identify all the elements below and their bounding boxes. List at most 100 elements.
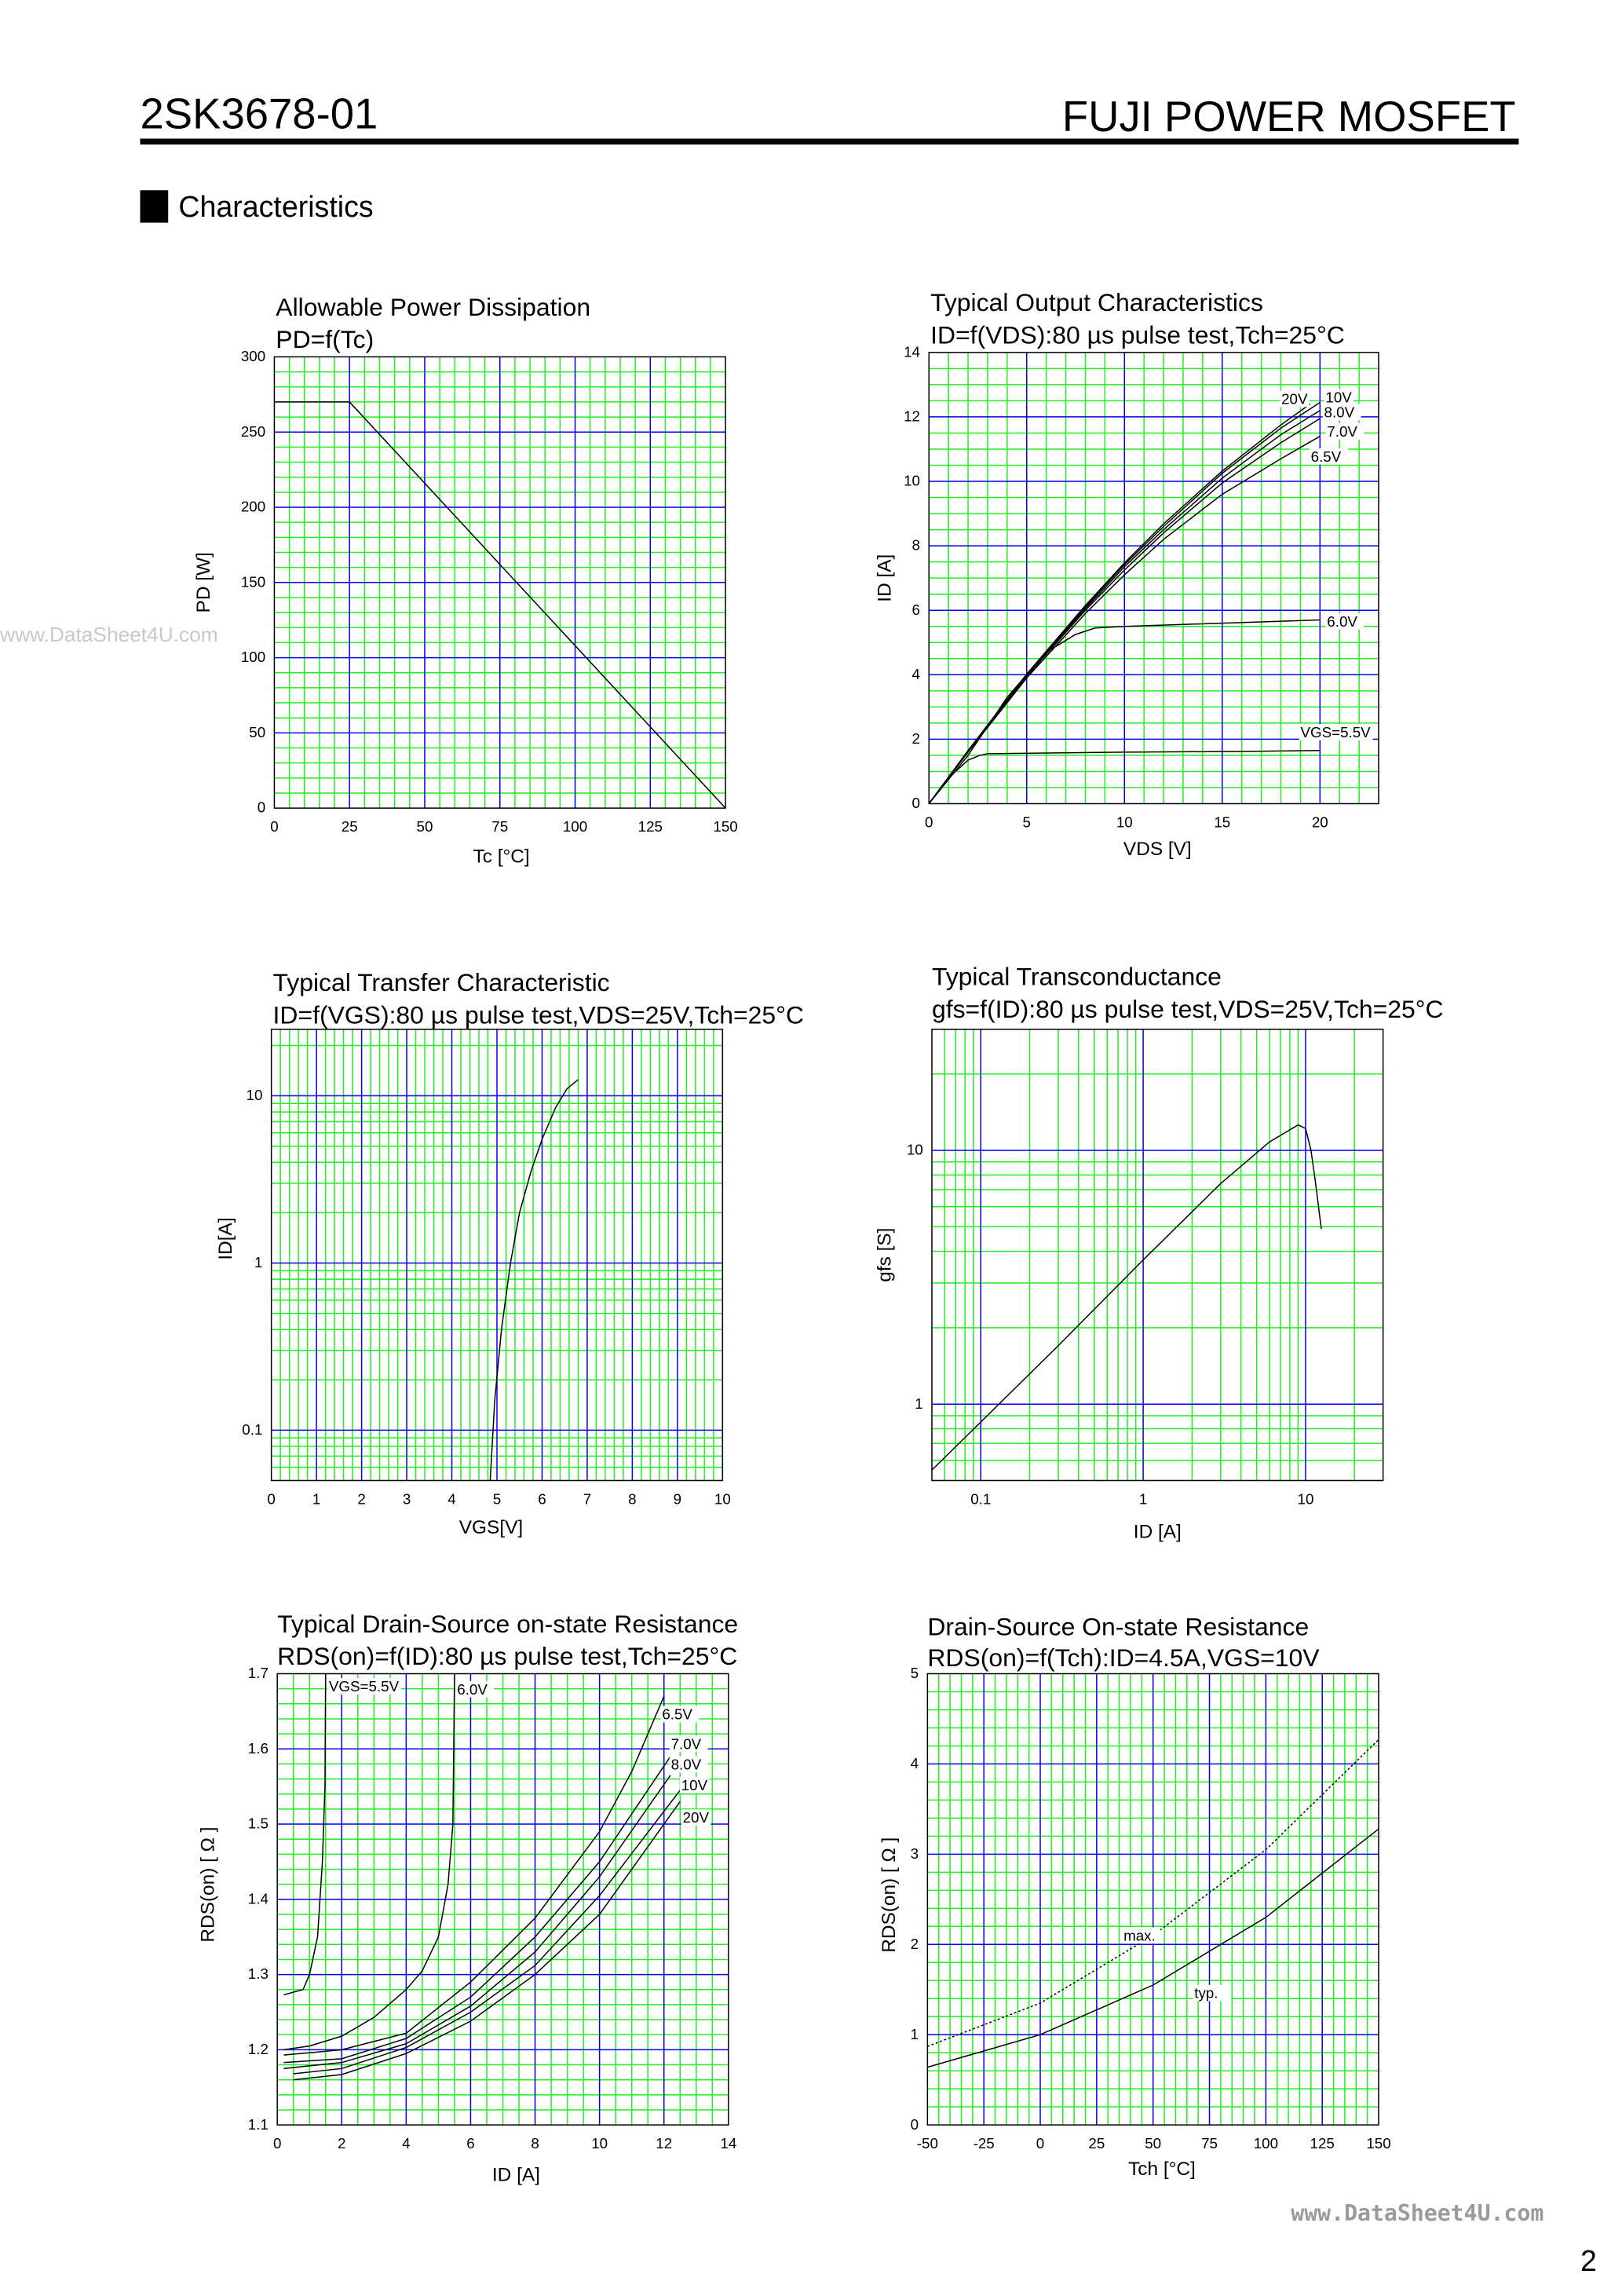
series-curve [283,1775,671,2070]
series-label-bg [1325,613,1364,630]
y-tick-label: 1.1 [248,2116,269,2133]
x-tick-label: 50 [1145,2135,1161,2152]
y-tick-label: 1.2 [248,2041,269,2057]
x-tick-label: 150 [1366,2135,1390,2152]
y-tick-label: 200 [241,499,265,515]
series-label-bg [1325,422,1364,440]
series-label-bg [1322,404,1361,421]
y-tick-label: 3 [911,1845,919,1862]
y-tick-label: 1.4 [248,1890,269,1907]
chart-subtitle: RDS(on)=f(Tch):ID=4.5A,VGS=10V [927,1643,1320,1672]
y-tick-label: 4 [912,666,920,682]
chart-subtitle: PD=f(Tc) [276,325,374,353]
series-curve [274,401,726,809]
x-axis-label: Tch [°C] [1128,2159,1196,2180]
y-tick-label: 1 [915,1395,922,1412]
series-curve [283,1673,455,2051]
x-tick-label: 5 [1023,814,1031,831]
x-axis-label: VGS[V] [459,1517,523,1538]
x-axis-label: VDS [V] [1123,839,1192,860]
x-tick-label: 20 [1312,814,1328,831]
series-label-bg [1280,390,1310,408]
series-label: 6.5V [1311,448,1342,465]
y-tick-label: 2 [912,730,920,747]
y-tick-label: 14 [904,343,920,360]
chart-title: Allowable Power Dissipation [276,293,590,321]
x-tick-label: 15 [1214,814,1230,831]
x-tick-label: 4 [448,1491,455,1508]
x-tick-label: 9 [674,1491,681,1508]
x-tick-label: 8 [628,1491,636,1508]
plot-frame [928,352,1379,805]
part-number: 2SK3678-01 [141,90,378,137]
chart-2: Typical Output Characteristics ID=f(VDS):… [874,288,1379,860]
y-tick-label: 1 [911,2026,919,2042]
x-tick-label: 7 [583,1491,591,1508]
x-tick-label: 1 [1139,1491,1147,1508]
series-label-bg [1324,389,1354,406]
plot-frame [270,1029,724,1482]
x-tick-label: 125 [638,818,663,835]
x-tick-label: 2 [338,2135,345,2152]
x-tick-label: 5 [493,1491,501,1508]
y-tick-label: 2 [911,1936,919,1952]
series-label: 7.0V [671,1735,702,1752]
y-tick-label: 1.3 [248,1965,269,1982]
x-tick-label: 6 [466,2135,474,2152]
section-title: Characteristics [178,190,373,223]
x-tick-label: 10 [1298,1491,1314,1508]
x-tick-label: 100 [563,818,587,835]
y-tick-label: 0 [911,2116,919,2133]
y-tick-label: 1.5 [248,1815,269,1832]
series-label: VGS=5.5V [1300,724,1371,740]
chart-title: Drain-Source On-state Resistance [927,1613,1309,1641]
y-tick-label: 0 [912,795,920,811]
x-tick-label: 8 [531,2135,539,2152]
x-tick-label: 125 [1310,2135,1335,2152]
chart-title: Typical Drain-Source on-state Resistance [277,1610,738,1638]
section-bullet-icon [140,190,169,223]
series-label-bg [455,1680,495,1698]
chart-5: Typical Drain-Source on-state Resistance… [197,1610,738,2186]
plot-frame [931,1029,1384,1482]
series-curve [283,1673,327,1996]
y-tick-label: 250 [241,423,265,440]
x-tick-label: -25 [974,2135,995,2152]
y-axis-label: PD [W] [193,552,214,612]
series-label-bg [1122,1927,1161,1944]
series-curve [283,1695,665,2056]
series-curve [293,1801,681,2081]
y-tick-label: 1.6 [248,1740,269,1757]
y-tick-label: 50 [249,724,265,740]
plot-frame [276,1673,729,2126]
series-label-bg [679,1776,710,1793]
series-label: max. [1123,1927,1156,1943]
chart-title: Typical Transconductance [932,962,1222,990]
x-tick-label: 150 [713,818,737,835]
series-label-bg [1309,448,1348,465]
y-tick-label: 8 [912,537,920,554]
chart-subtitle: ID=f(VDS):80 µs pulse test,Tch=25°C [930,321,1345,349]
y-tick-label: 100 [241,649,265,665]
y-tick-label: 1.7 [248,1665,269,1681]
series-curve [931,1124,1322,1471]
series-curve [928,435,1321,804]
x-tick-label: 75 [1201,2135,1218,2152]
plot-frame [926,1673,1379,2126]
x-tick-label: 25 [1088,2135,1105,2152]
x-tick-label: 1 [312,1491,320,1508]
x-tick-label: 0 [270,818,278,835]
series-label-bg [327,1678,401,1695]
y-tick-label: 10 [247,1087,263,1103]
series-curve [293,1790,681,2075]
x-tick-label: 3 [403,1491,411,1508]
y-tick-label: 1 [254,1254,262,1270]
watermark: www.DataSheet4U.com [0,623,218,646]
x-tick-label: 0.1 [970,1491,991,1508]
series-label: 8.0V [671,1757,702,1773]
series-label-bg [1193,1984,1232,2002]
header-rule [140,138,1519,145]
x-tick-label: 100 [1254,2135,1278,2152]
chart-4: Typical Transconductance gfs=f(ID):80 µs … [874,962,1443,1542]
y-tick-label: 0.1 [242,1421,262,1438]
